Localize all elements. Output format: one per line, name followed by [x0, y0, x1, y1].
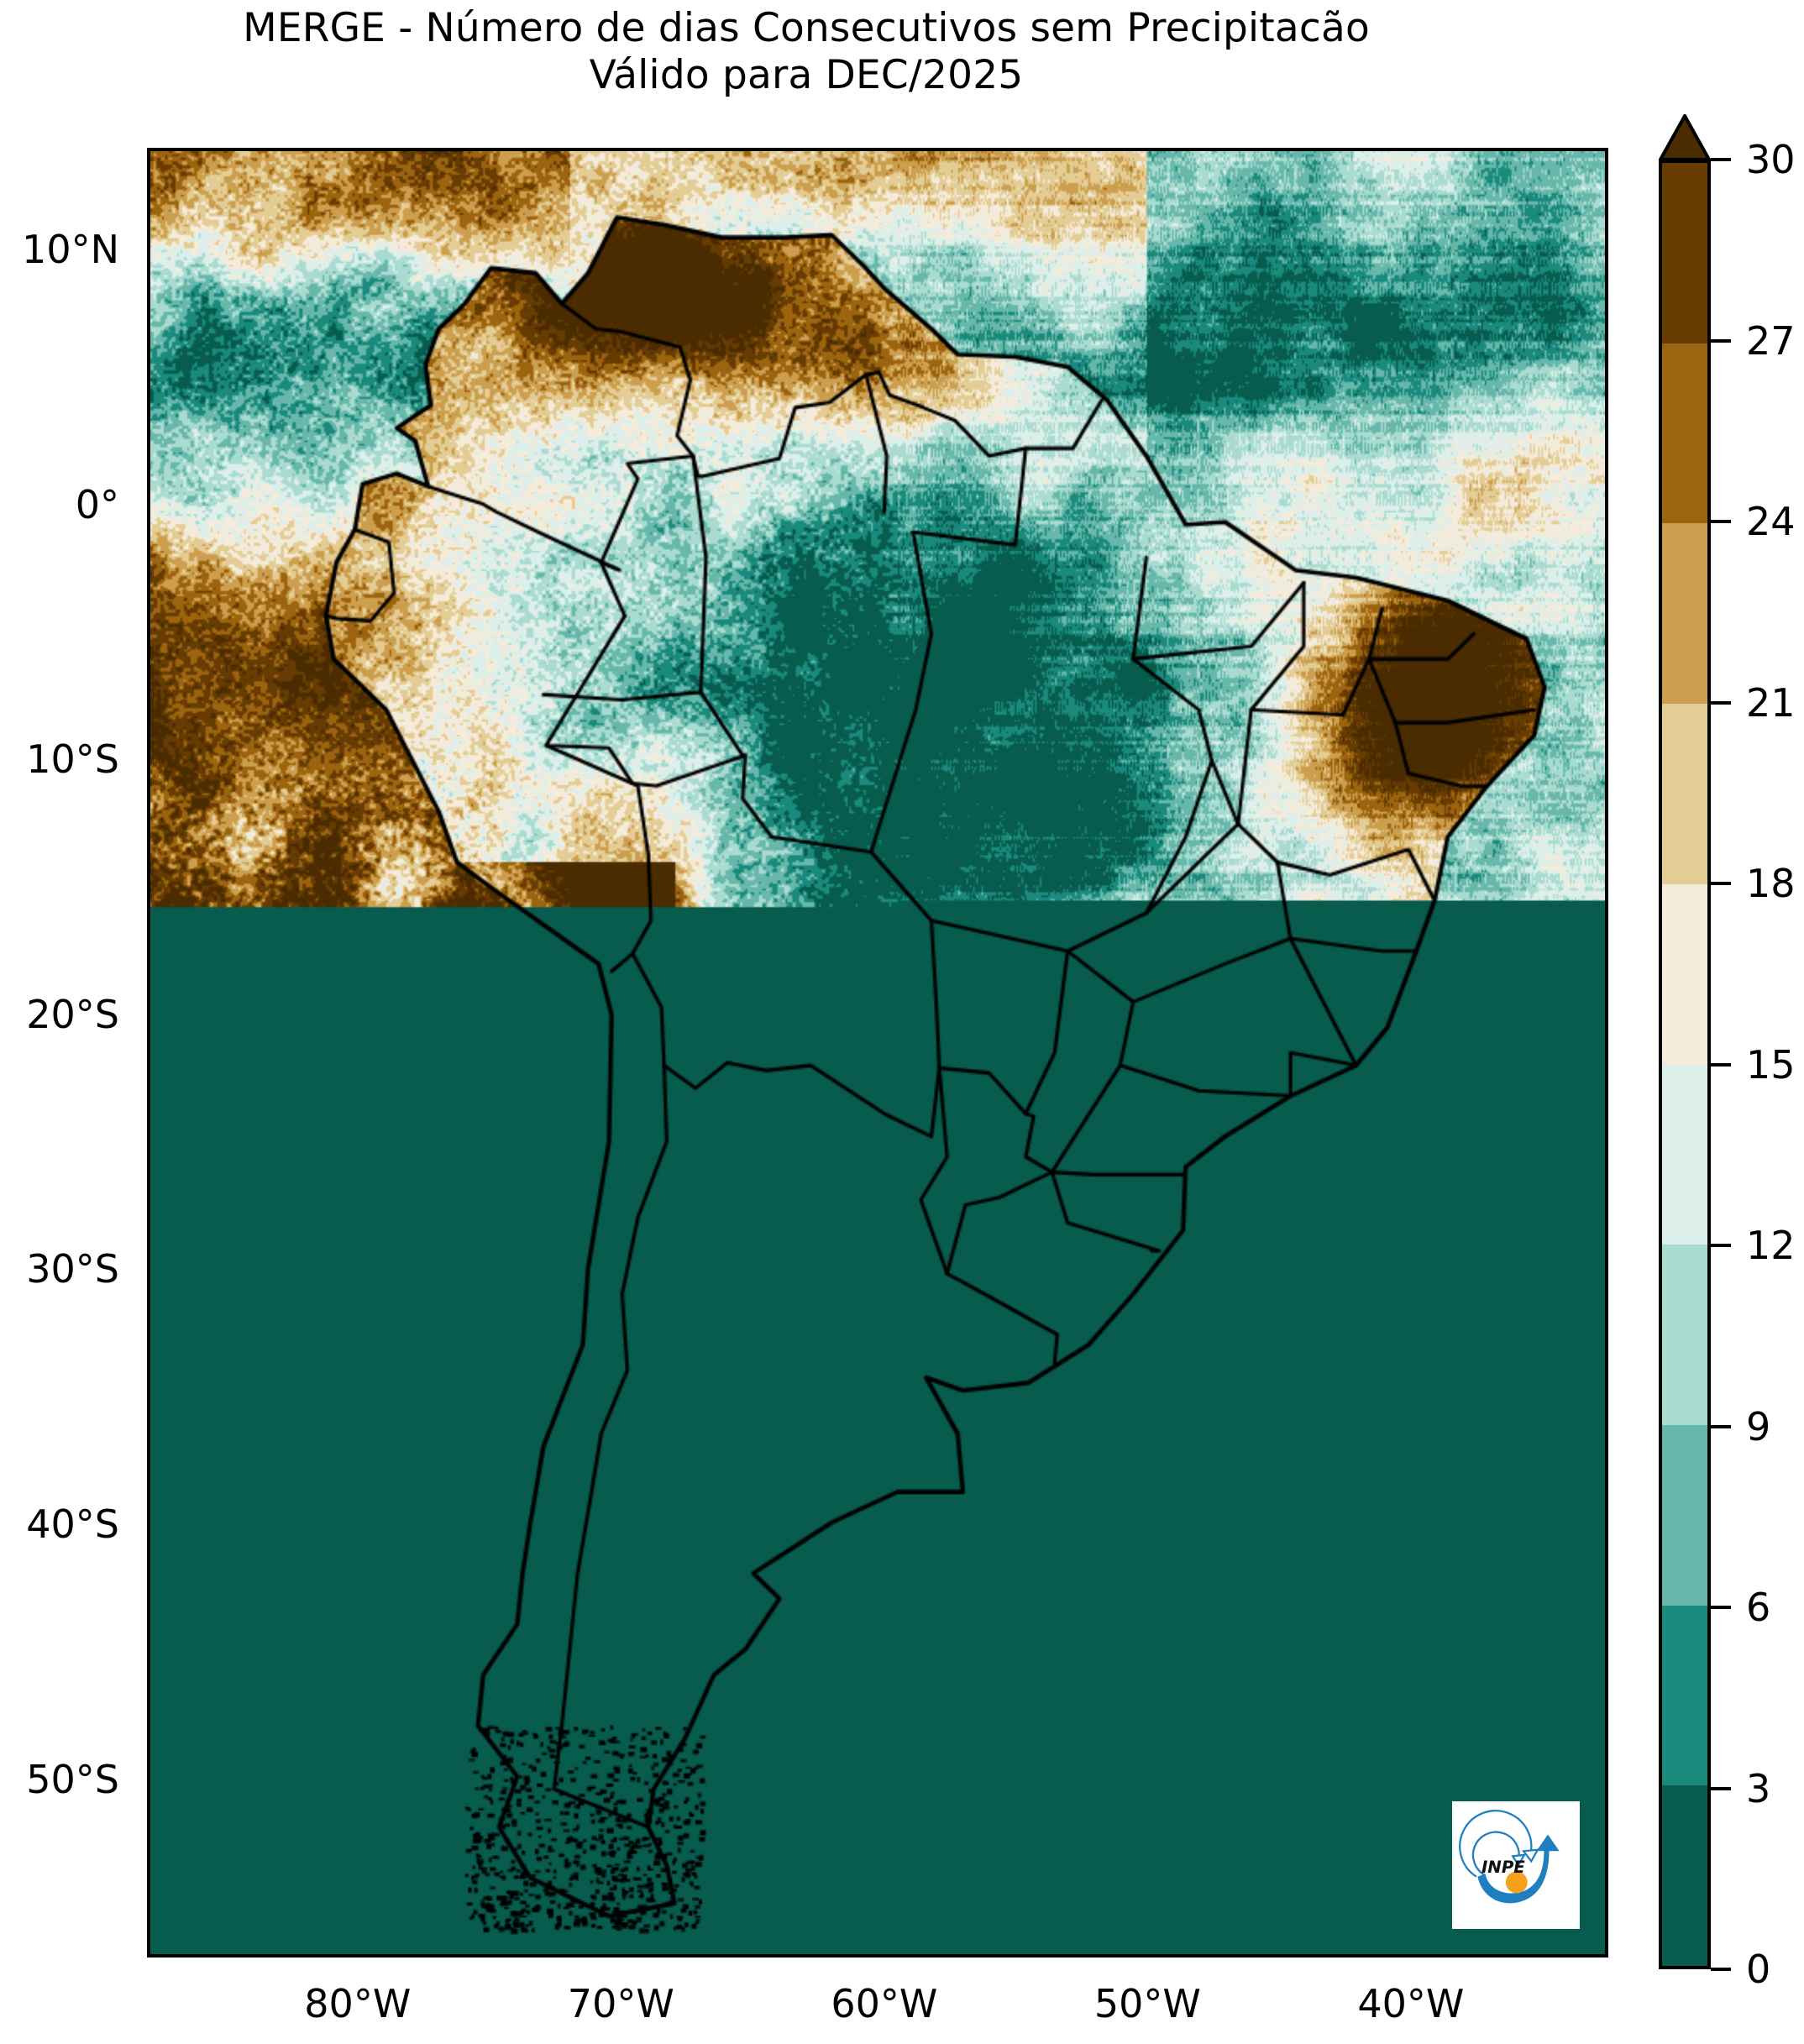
colorbar-tick-label: 3 [1746, 1765, 1771, 1811]
colorbar-band [1662, 343, 1707, 524]
y-tick-label: 20°S [26, 991, 119, 1037]
colorbar-band [1662, 1424, 1707, 1606]
colorbar-tick-label: 9 [1746, 1403, 1771, 1449]
x-tick-label: 60°W [831, 1981, 938, 2026]
svg-text:INPE: INPE [1481, 1858, 1525, 1877]
y-tick-label: 0° [75, 481, 119, 527]
title-line-1: MERGE - Número de dias Consecutivos sem … [243, 5, 1370, 51]
y-tick-label: 50°S [26, 1756, 119, 1802]
colorbar-tick-label: 18 [1746, 861, 1796, 906]
colorbar [1659, 114, 1711, 1970]
colorbar-band [1662, 883, 1707, 1065]
y-axis-latitude: 10°N 0° 10°S 20°S 30°S 40°S 50°S [0, 0, 134, 2044]
colorbar-band [1662, 704, 1707, 884]
x-tick-label: 50°W [1093, 1981, 1201, 2026]
colorbar-ticks: 0 3 6 9 12 15 18 21 24 27 30 [1659, 114, 1801, 1992]
colorbar-band [1662, 1785, 1707, 1967]
map-plot-area: INPE [147, 148, 1608, 1958]
colorbar-band [1662, 1245, 1707, 1425]
colorbar-band [1662, 1605, 1707, 1786]
inpe-logo: INPE [1452, 1801, 1580, 1929]
title-line-2: Válido para DEC/2025 [589, 52, 1024, 98]
colorbar-tick-label: 21 [1746, 679, 1796, 726]
x-tick-label: 80°W [304, 1981, 412, 2026]
colorbar-tick-label: 0 [1746, 1947, 1771, 1992]
colorbar-tick-label: 27 [1746, 317, 1796, 364]
colorbar-tick-label: 30 [1746, 137, 1796, 182]
y-tick-label: 30°S [26, 1246, 119, 1292]
y-tick-label: 10°N [22, 227, 119, 273]
precipitation-dry-days-heatmap [150, 151, 1605, 1954]
colorbar-tick-label: 15 [1746, 1041, 1796, 1088]
colorbar-tick-label: 6 [1746, 1585, 1771, 1630]
colorbar-tick-label: 12 [1746, 1223, 1796, 1268]
colorbar-gradient [1659, 160, 1711, 1969]
y-tick-label: 10°S [26, 736, 119, 783]
colorbar-band [1662, 523, 1707, 705]
x-tick-label: 40°W [1357, 1981, 1465, 2026]
colorbar-band [1662, 163, 1707, 343]
colorbar-tick-label: 24 [1746, 499, 1796, 544]
y-tick-label: 40°S [26, 1502, 119, 1547]
chart-title: MERGE - Número de dias Consecutivos sem … [92, 5, 1520, 99]
x-tick-label: 70°W [567, 1981, 674, 2026]
colorbar-band [1662, 1064, 1707, 1245]
